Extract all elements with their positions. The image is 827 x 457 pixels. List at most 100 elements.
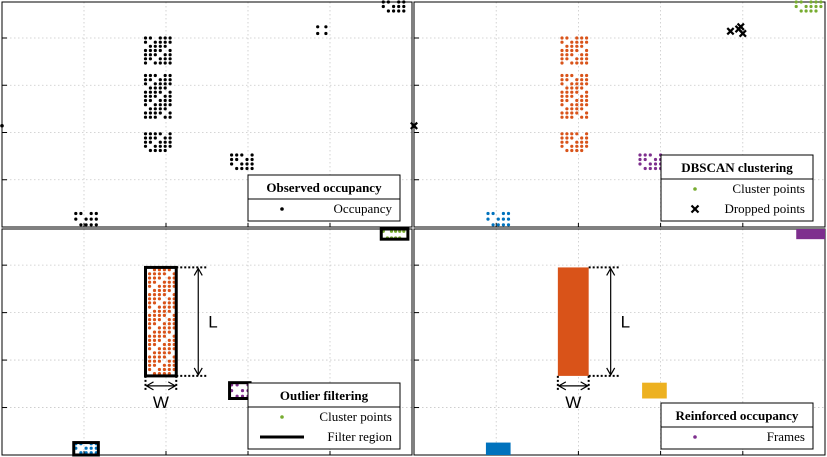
data-point <box>148 107 152 111</box>
data-point <box>585 98 589 103</box>
data-point <box>143 140 148 144</box>
data-point <box>168 115 172 119</box>
data-point <box>560 61 564 65</box>
dropped-point-marker <box>738 29 747 38</box>
data-point <box>158 44 162 48</box>
data-point <box>560 48 564 53</box>
data-point <box>585 78 589 82</box>
data-point <box>167 330 171 334</box>
data-point <box>148 36 152 40</box>
dropped-point-marker <box>736 22 745 31</box>
legend-box <box>660 154 814 222</box>
data-point <box>585 136 589 140</box>
dropped-point-marker <box>726 27 735 36</box>
data-point <box>148 347 152 351</box>
data-point <box>143 78 148 82</box>
data-point <box>152 355 157 359</box>
data-point <box>163 107 167 111</box>
data-point <box>158 78 162 82</box>
data-point <box>152 276 157 280</box>
data-point <box>168 78 172 82</box>
data-point <box>168 98 172 103</box>
data-point <box>167 318 171 322</box>
data-point <box>163 94 167 98</box>
arrow-head <box>167 381 177 391</box>
data-point <box>565 115 569 119</box>
data-point <box>148 293 152 297</box>
width-label: W <box>153 393 169 412</box>
data-point <box>143 73 148 78</box>
data-point <box>162 347 166 351</box>
data-point <box>143 61 148 65</box>
data-point <box>143 40 148 44</box>
data-point <box>157 276 161 280</box>
data-point <box>79 223 83 227</box>
data-point <box>799 9 803 13</box>
data-point <box>316 25 320 29</box>
data-point <box>79 211 83 216</box>
data-point <box>167 301 171 305</box>
data-point <box>168 53 172 57</box>
data-point <box>381 0 385 4</box>
data-point <box>580 136 584 140</box>
data-point <box>153 103 157 107</box>
data-point <box>153 144 157 148</box>
data-point <box>157 355 161 359</box>
data-point <box>168 103 172 107</box>
legend-label: Cluster points <box>732 181 805 196</box>
data-point <box>570 82 574 86</box>
data-point <box>570 132 574 136</box>
data-point <box>585 40 589 44</box>
data-point <box>148 73 152 78</box>
data-point <box>235 166 239 171</box>
data-point <box>143 111 148 115</box>
data-point <box>575 111 579 115</box>
data-point <box>570 94 574 98</box>
data-point <box>162 309 166 313</box>
data-point <box>491 211 495 216</box>
data-point <box>152 334 157 338</box>
data-point <box>560 136 564 140</box>
data-point <box>157 288 161 293</box>
length-label: L <box>621 313 630 332</box>
data-point <box>235 157 239 162</box>
data-point <box>162 330 166 334</box>
data-point <box>157 334 161 338</box>
data-point <box>575 36 579 40</box>
data-point <box>486 217 490 221</box>
data-point <box>560 140 564 144</box>
data-point <box>143 90 148 94</box>
data-point <box>560 82 564 86</box>
data-point <box>168 90 172 94</box>
data-point <box>648 153 652 157</box>
data-point <box>163 82 167 86</box>
data-point <box>580 40 584 44</box>
data-point <box>153 107 157 111</box>
data-point <box>158 36 162 40</box>
data-point <box>397 4 401 9</box>
data-point <box>158 48 162 53</box>
data-point <box>167 363 171 367</box>
legend: Outlier filtering Cluster points Filter re… <box>247 382 401 450</box>
data-point <box>230 162 234 166</box>
data-point <box>250 166 254 171</box>
data-point <box>565 98 569 103</box>
data-point <box>148 359 152 363</box>
data-point <box>162 301 166 305</box>
arrow-head <box>580 381 589 391</box>
data-point <box>560 73 564 78</box>
data-point <box>580 86 584 90</box>
data-point <box>152 351 157 355</box>
data-point <box>163 36 167 40</box>
data-point <box>570 53 574 57</box>
legend-box <box>660 402 814 450</box>
data-point <box>143 98 148 103</box>
data-point <box>152 301 157 305</box>
data-point <box>565 78 569 82</box>
filter-region <box>72 441 100 457</box>
data-point <box>162 284 166 288</box>
data-point <box>804 9 808 13</box>
data-point <box>809 0 813 4</box>
data-point <box>565 107 569 111</box>
